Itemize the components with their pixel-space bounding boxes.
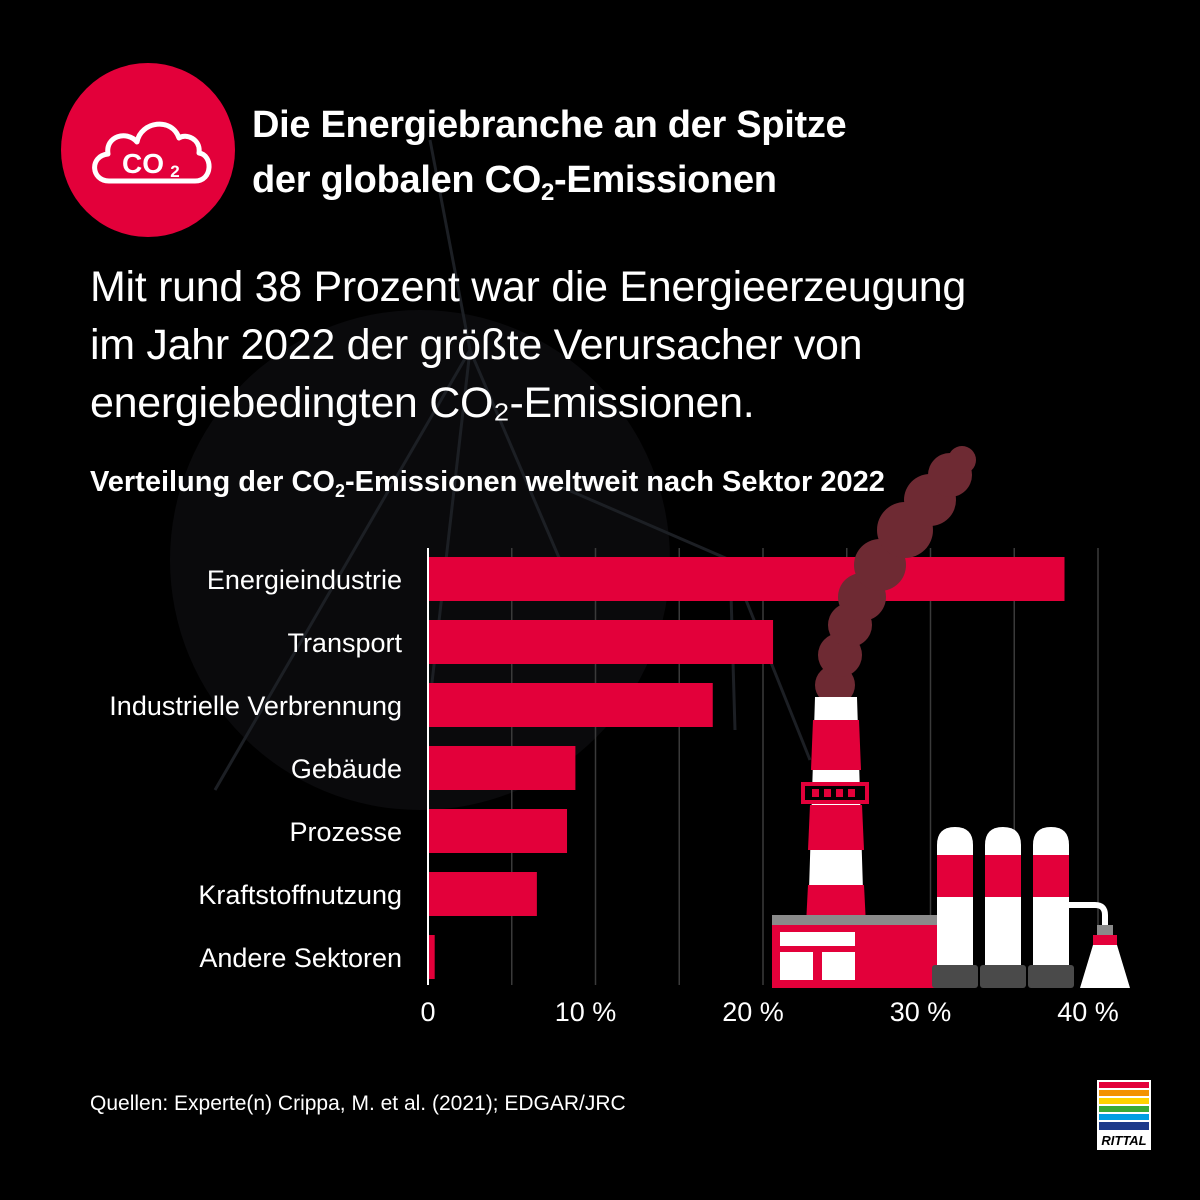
logo-text: RITTAL bbox=[1097, 1132, 1151, 1150]
category-label: Prozesse bbox=[289, 817, 402, 847]
factory-illustration bbox=[772, 446, 1130, 988]
svg-text:CO: CO bbox=[122, 148, 164, 179]
x-tick-label: 0 bbox=[420, 997, 435, 1027]
category-label: Energieindustrie bbox=[207, 565, 402, 595]
x-tick-label: 10 % bbox=[555, 997, 617, 1027]
x-tick-label: 30 % bbox=[890, 997, 952, 1027]
source-note: Quellen: Experte(n) Crippa, M. et al. (2… bbox=[90, 1092, 626, 1115]
bar-andere-sektoren bbox=[428, 935, 435, 979]
logo-stripes-icon bbox=[1097, 1080, 1151, 1132]
bar-gebäude bbox=[428, 746, 576, 790]
category-label: Transport bbox=[287, 628, 402, 658]
chart-title: Verteilung der CO2-Emissionen weltweit n… bbox=[90, 466, 885, 501]
cloud-icon: CO 2 bbox=[92, 121, 212, 184]
x-tick-label: 20 % bbox=[722, 997, 784, 1027]
headline-line-1: Die Energiebranche an der Spitze bbox=[252, 104, 847, 146]
bar-industrielle-verbrennung bbox=[428, 683, 713, 727]
bar-energieindustrie bbox=[428, 557, 1065, 601]
summary-text: Mit rund 38 Prozent war die Energieerzeu… bbox=[90, 258, 1140, 432]
category-label: Gebäude bbox=[291, 754, 402, 784]
bar-kraftstoffnutzung bbox=[428, 872, 537, 916]
headline-line-2: der globalen CO2-Emissionen bbox=[252, 159, 777, 206]
category-label: Industrielle Verbrennung bbox=[109, 691, 402, 721]
category-label: Andere Sektoren bbox=[199, 943, 402, 973]
x-tick-label: 40 % bbox=[1057, 997, 1119, 1027]
co2-badge: CO 2 bbox=[61, 63, 235, 237]
summary-line-1: Mit rund 38 Prozent war die Energieerzeu… bbox=[90, 263, 966, 311]
rittal-logo: RITTAL bbox=[1097, 1080, 1151, 1150]
summary-line-3: energiebedingten CO₂-Emissionen. bbox=[90, 379, 755, 427]
svg-text:2: 2 bbox=[170, 162, 179, 181]
category-label: Kraftstoffnutzung bbox=[198, 880, 402, 910]
bar-transport bbox=[428, 620, 774, 664]
summary-line-2: im Jahr 2022 der größte Verursacher von bbox=[90, 321, 863, 369]
bar-prozesse bbox=[428, 809, 568, 853]
headline: Die Energiebranche an der Spitze der glo… bbox=[252, 98, 1152, 212]
